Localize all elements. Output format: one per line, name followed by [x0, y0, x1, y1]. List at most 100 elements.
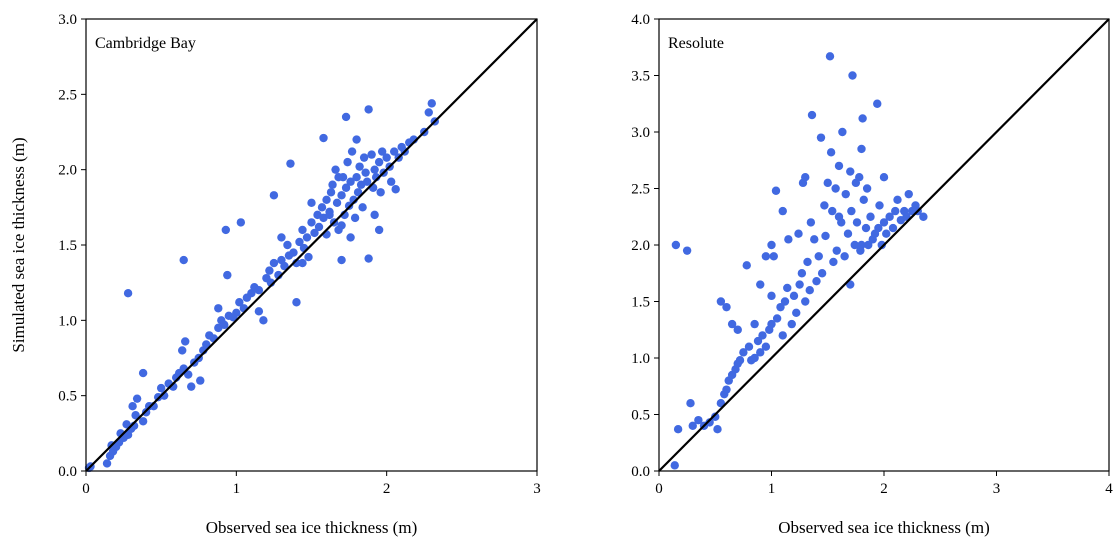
cambridge-bay-point-46: [220, 320, 229, 330]
resolute-point-19: [722, 302, 731, 312]
resolute-point-97: [879, 173, 889, 182]
resolute-point-73: [841, 189, 850, 199]
resolute-point-94: [875, 201, 884, 210]
resolute-point-24: [744, 342, 754, 351]
resolute-y-tick-label-2: 1.0: [631, 351, 650, 367]
cambridge-bay-point-105: [353, 188, 363, 197]
cambridge-bay-point-68: [283, 240, 292, 250]
cambridge-bay-point-14: [131, 411, 140, 420]
resolute-point-62: [823, 178, 832, 188]
resolute-point-8: [705, 418, 714, 427]
resolute-y-tick-label-4: 2.0: [631, 238, 650, 254]
resolute-point-36: [771, 186, 781, 195]
cambridge-bay-ticks: 0 1 2 3 0.0 0.5 1.0 1.5 2.0 2.5 3.0: [58, 12, 541, 497]
cambridge-bay-point-122: [382, 153, 391, 162]
resolute-point-55: [810, 235, 819, 244]
resolute-point-50: [801, 297, 810, 306]
resolute-point-54: [807, 110, 817, 120]
cambridge-bay-y-tick-label-4: 2.0: [58, 163, 77, 179]
cambridge-bay-identity-line: [85, 18, 538, 472]
cambridge-bay-point-59: [254, 307, 264, 316]
resolute-point-59: [817, 269, 827, 278]
cambridge-bay-point-145: [374, 225, 384, 235]
panel-resolute: 0 1 2 3 4 0.0 0.5 1.0 1.5 2.0 2.5 3.0 3.5 4.0 Resolut…: [631, 12, 1113, 537]
cambridge-bay-point-114: [367, 150, 376, 159]
cambridge-bay-point-142: [337, 221, 346, 230]
cambridge-bay-x-axis-label: Observed sea ice thickness (m): [206, 518, 417, 537]
cambridge-bay-point-104: [352, 173, 361, 182]
resolute-point-52: [805, 286, 814, 295]
cambridge-bay-points: [84, 99, 439, 473]
resolute-point-74: [843, 229, 853, 238]
resolute-point-113: [761, 252, 771, 261]
resolute-point-98: [882, 229, 891, 238]
cambridge-bay-point-77: [304, 252, 313, 262]
resolute-y-tick-label-3: 1.5: [631, 295, 650, 311]
resolute-point-69: [834, 161, 844, 171]
resolute-x-tick-label-4: 4: [1105, 481, 1113, 497]
cambridge-bay-point-136: [269, 191, 279, 200]
cambridge-bay-point-103: [350, 213, 360, 223]
cambridge-bay-point-49: [223, 270, 232, 280]
panel-cambridge-bay: 0 1 2 30.00.51.01.52.02.53.0 Cambridge Bay …: [9, 12, 541, 537]
resolute-point-56: [812, 276, 821, 286]
cambridge-bay-point-148: [307, 198, 316, 208]
resolute-point-23: [742, 261, 751, 270]
resolute-point-53: [806, 218, 816, 227]
cambridge-bay-point-87: [326, 188, 336, 197]
resolute-x-tick-label-0: 0: [655, 481, 663, 497]
resolute-point-96: [879, 218, 889, 227]
cambridge-bay-point-133: [424, 108, 433, 117]
cambridge-bay-point-113: [364, 254, 373, 263]
cambridge-bay-point-141: [325, 210, 334, 220]
resolute-point-51: [803, 257, 812, 267]
cambridge-bay-point-101: [347, 147, 357, 156]
resolute-point-92: [873, 99, 882, 108]
cambridge-bay-point-125: [389, 147, 399, 156]
cambridge-bay-x-tick-label-0: 0: [82, 481, 90, 497]
resolute-point-112: [801, 173, 810, 182]
cambridge-bay-point-118: [374, 157, 384, 167]
cambridge-bay-point-120: [377, 147, 387, 156]
resolute-point-39: [778, 331, 787, 340]
resolute-point-61: [821, 231, 830, 241]
resolute-point-68: [832, 246, 841, 255]
resolute-point-63: [825, 52, 835, 61]
resolute-x-tick-label-1: 1: [768, 481, 776, 497]
cambridge-bay-y-tick-label-5: 2.5: [58, 87, 77, 103]
resolute-point-6: [694, 415, 703, 425]
cambridge-bay-point-70: [289, 248, 298, 257]
cambridge-bay-point-81: [314, 222, 324, 232]
cambridge-bay-point-53: [236, 218, 246, 227]
resolute-point-71: [838, 127, 847, 137]
resolute-point-86: [861, 223, 871, 233]
resolute-point-46: [794, 229, 803, 238]
resolute-point-80: [852, 218, 862, 227]
cambridge-bay-point-31: [178, 346, 187, 355]
cambridge-bay-x-tick-label-2: 2: [383, 481, 391, 497]
resolute-y-tick-label-6: 3.0: [631, 125, 650, 141]
resolute-point-30: [761, 342, 771, 351]
resolute-y-tick-label-1: 0.5: [631, 408, 650, 424]
resolute-y-tick-label-8: 4.0: [631, 12, 650, 28]
cambridge-bay-point-62: [265, 266, 274, 275]
resolute-point-32: [767, 319, 776, 329]
resolute-point-115: [733, 325, 742, 334]
cambridge-bay-y-tick-label-3: 1.5: [58, 238, 77, 254]
resolute-point-41: [783, 283, 792, 293]
resolute-point-3: [682, 246, 692, 255]
resolute-point-77: [848, 71, 857, 80]
resolute-point-18: [716, 297, 726, 306]
resolute-point-26: [750, 353, 759, 363]
cambridge-bay-point-106: [355, 162, 364, 171]
resolute-point-1: [673, 424, 683, 434]
resolute-point-35: [769, 252, 778, 261]
resolute-point-43: [787, 319, 796, 329]
cambridge-bay-point-20: [138, 368, 148, 378]
resolute-point-42: [784, 235, 793, 244]
cambridge-bay-point-82: [317, 203, 327, 212]
cambridge-bay-point-97: [341, 183, 351, 192]
resolute-point-72: [840, 252, 849, 261]
resolute-x-axis-label: Observed sea ice thickness (m): [778, 518, 989, 537]
